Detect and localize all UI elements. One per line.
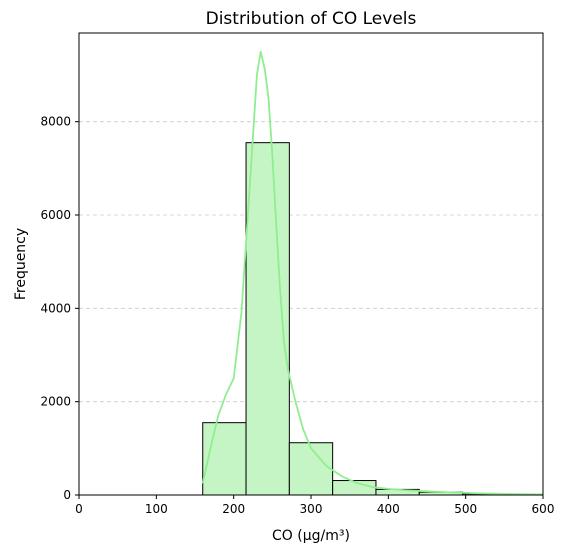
kde-curve-layer <box>201 50 544 496</box>
y-tick-label: 2000 <box>40 395 71 409</box>
x-tick-label: 500 <box>454 502 477 516</box>
x-tick-label: 300 <box>300 502 323 516</box>
histogram-bar <box>202 422 247 496</box>
y-axis-label: Frequency <box>13 228 29 300</box>
y-tick-label: 4000 <box>40 301 71 315</box>
kde-line <box>201 50 544 496</box>
x-tick-label: 100 <box>145 502 168 516</box>
y-tick-label: 6000 <box>40 208 71 222</box>
y-axis-ticks: 0 2000 4000 6000 8000 <box>40 115 79 502</box>
gridlines <box>79 121 543 403</box>
x-tick-label: 200 <box>222 502 245 516</box>
x-tick-label: 0 <box>75 502 83 516</box>
x-tick-label: 400 <box>377 502 400 516</box>
plot-frame <box>78 32 544 496</box>
x-axis-label: CO (µg/m³) <box>272 528 350 544</box>
y-tick-label: 0 <box>63 488 71 502</box>
chart-title: Distribution of CO Levels <box>206 9 417 29</box>
x-axis-ticks: 0 100 200 300 400 500 600 <box>75 495 554 516</box>
x-tick-label: 600 <box>532 502 555 516</box>
y-tick-label: 8000 <box>40 115 71 129</box>
histogram-bars <box>202 142 544 496</box>
histogram-bar <box>288 442 334 496</box>
